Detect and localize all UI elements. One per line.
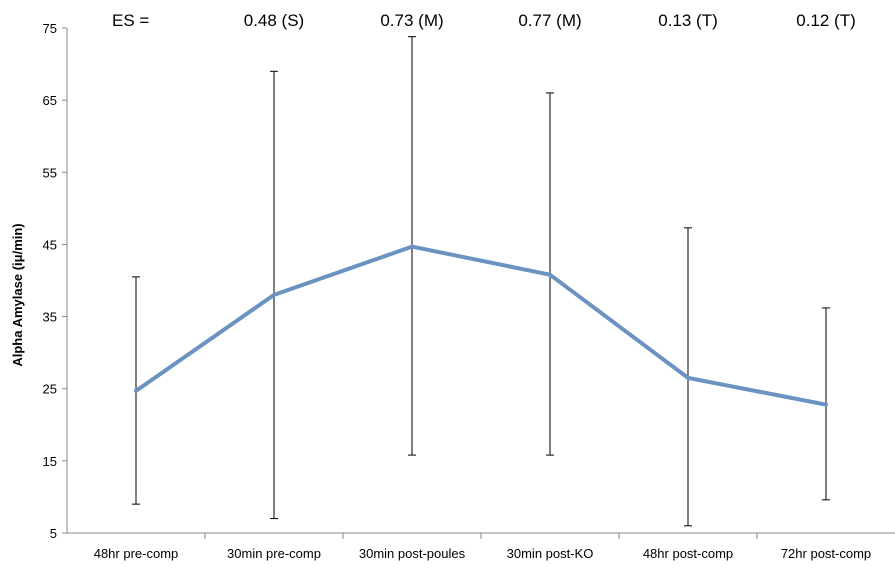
x-tick-label: 48hr pre-comp <box>94 546 179 561</box>
error-bars <box>132 36 830 527</box>
y-tick-label: 75 <box>43 21 57 36</box>
x-tick-label: 30min pre-comp <box>227 546 321 561</box>
x-tick-label: 72hr post-comp <box>781 546 871 561</box>
effect-size-label: 0.13 (T) <box>658 11 718 30</box>
effect-size-label: 0.48 (S) <box>244 11 304 30</box>
axes <box>66 28 895 534</box>
y-tick-label: 5 <box>50 526 57 541</box>
y-axis-title: Alpha Amylase (iμ/min) <box>10 223 25 366</box>
y-tick-label: 35 <box>43 310 57 325</box>
y-tick-label: 65 <box>43 93 57 108</box>
x-tick-label: 48hr post-comp <box>643 546 733 561</box>
series-polyline <box>134 244 828 407</box>
x-tick-labels: 48hr pre-comp 30min pre-comp 30min post-po… <box>94 533 871 561</box>
effect-size-label: 0.73 (M) <box>380 11 443 30</box>
y-tick-label: 55 <box>43 165 57 180</box>
effect-size-label: 0.12 (T) <box>796 11 856 30</box>
x-tick-label: 30min post-poules <box>359 546 466 561</box>
y-tick-label: 45 <box>43 237 57 252</box>
effect-size-label: 0.77 (M) <box>518 11 581 30</box>
y-tick-label: 15 <box>43 454 57 469</box>
y-tick-label: 25 <box>43 382 57 397</box>
series-line <box>134 244 828 407</box>
effect-size-labels: 0.48 (S) 0.73 (M) 0.77 (M) 0.13 (T) 0.12 (T) <box>244 11 856 30</box>
y-ticks: 5 15 25 35 45 55 65 75 <box>43 21 67 541</box>
x-tick-label: 30min post-KO <box>507 546 594 561</box>
effect-size-prefix: ES = <box>112 11 149 30</box>
